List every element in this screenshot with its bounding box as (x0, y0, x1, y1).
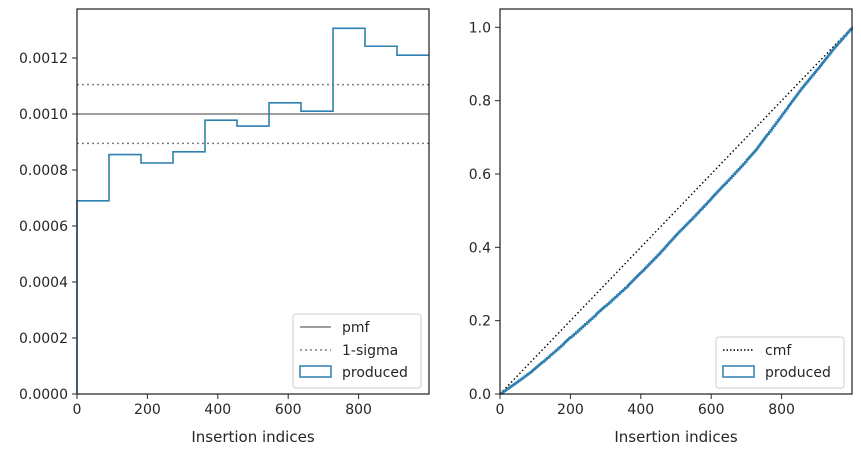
produced-cmf-point (787, 105, 789, 108)
produced-cmf-point (513, 383, 515, 385)
legend-box (292, 313, 422, 389)
legend-cmf-label: cmf (765, 343, 792, 359)
produced-cmf-point (675, 234, 677, 236)
x-axis-ticks: 0 200 400 600 800 (73, 394, 372, 418)
plot-frame (76, 8, 430, 395)
x-axis-ticks: 0 200 400 600 800 (496, 394, 795, 418)
produced-cmf-point (627, 284, 629, 286)
produced-cmf-point (563, 342, 565, 344)
legend-produced-swatch (299, 365, 332, 378)
plot-frame (499, 8, 853, 395)
produced-cmf-point (801, 85, 804, 88)
produced-cmf-point (541, 361, 544, 363)
legend-produced-label: produced (342, 365, 408, 381)
y-tick-label: 0.0002 (19, 331, 68, 347)
y-tick-label: 0.0006 (19, 219, 68, 235)
legend-produced-swatch (722, 365, 755, 378)
produced-cmf-point (755, 149, 757, 151)
y-tick-label: 0.8 (469, 94, 491, 110)
histogram-bin (237, 126, 269, 394)
y-tick-label: 0.0000 (19, 387, 68, 403)
x-tick-label: 0 (496, 402, 505, 418)
legend-pmf-label: pmf (342, 320, 371, 336)
x-tick-label: 400 (204, 402, 231, 418)
x-axis-label: Insertion indices (191, 428, 314, 446)
y-tick-label: 0.0012 (19, 51, 68, 67)
produced-cmf-point (766, 133, 769, 135)
produced-cmf-point (604, 304, 607, 307)
cmf-panel: 0 200 400 600 800 0.0 0.2 0.4 0.6 0.8 1.0 Inserti… (469, 8, 853, 446)
histogram-bin (141, 163, 173, 394)
pmf-histogram-panel: 0 200 400 600 800 0.00000.00020.00040.00060.… (19, 8, 430, 446)
histogram-bin (77, 201, 109, 394)
y-tick-label: 0.6 (469, 167, 491, 183)
histogram-bin (109, 155, 141, 394)
produced-cmf-point (710, 197, 712, 199)
legend: pmf 1-sigma produced (292, 313, 422, 389)
y-tick-label: 0.4 (469, 240, 491, 256)
x-tick-label: 600 (275, 402, 302, 418)
produced-cmf-point (531, 370, 533, 372)
x-tick-label: 200 (557, 402, 584, 418)
histogram-bin (173, 152, 205, 394)
produced-cmf-point (595, 313, 597, 315)
produced-histogram (76, 27, 429, 394)
x-axis-label: Insertion indices (614, 428, 737, 446)
produced-cmf-point (833, 46, 836, 49)
legend: cmf produced (715, 336, 845, 389)
y-axis-ticks: 0.0 0.2 0.4 0.6 0.8 1.0 (469, 20, 500, 403)
x-tick-label: 800 (345, 402, 372, 418)
histogram-bin (205, 120, 237, 394)
reference-lines (77, 83, 429, 145)
x-tick-label: 800 (768, 402, 795, 418)
x-tick-label: 0 (73, 402, 82, 418)
produced-cmf-point (691, 217, 693, 220)
y-axis-ticks: 0.0000 0.0002 0.0004 0.0006 0.0008 0.0010 0.00… (19, 51, 77, 403)
histogram-area (76, 27, 429, 394)
y-tick-label: 0.0008 (19, 163, 68, 179)
y-tick-label: 1.0 (469, 20, 491, 36)
y-tick-label: 0.2 (469, 314, 491, 330)
produced-cmf-point (659, 251, 661, 254)
x-tick-label: 400 (627, 402, 654, 418)
produced-cmf-point (569, 336, 572, 338)
produced-cmf-point (723, 183, 725, 186)
y-tick-label: 0.0004 (19, 275, 68, 291)
produced-cmf-point (640, 271, 642, 274)
y-tick-label: 0.0010 (19, 107, 68, 123)
x-tick-label: 200 (134, 402, 161, 418)
cmf-line (499, 26, 853, 395)
legend-1-sigma-label: 1-sigma (342, 343, 398, 359)
produced-cmf-point (745, 159, 748, 162)
legend-produced-label: produced (765, 365, 831, 381)
y-tick-label: 0.0 (469, 387, 491, 403)
produced-cmf-point (819, 65, 821, 67)
x-tick-label: 600 (698, 402, 725, 418)
